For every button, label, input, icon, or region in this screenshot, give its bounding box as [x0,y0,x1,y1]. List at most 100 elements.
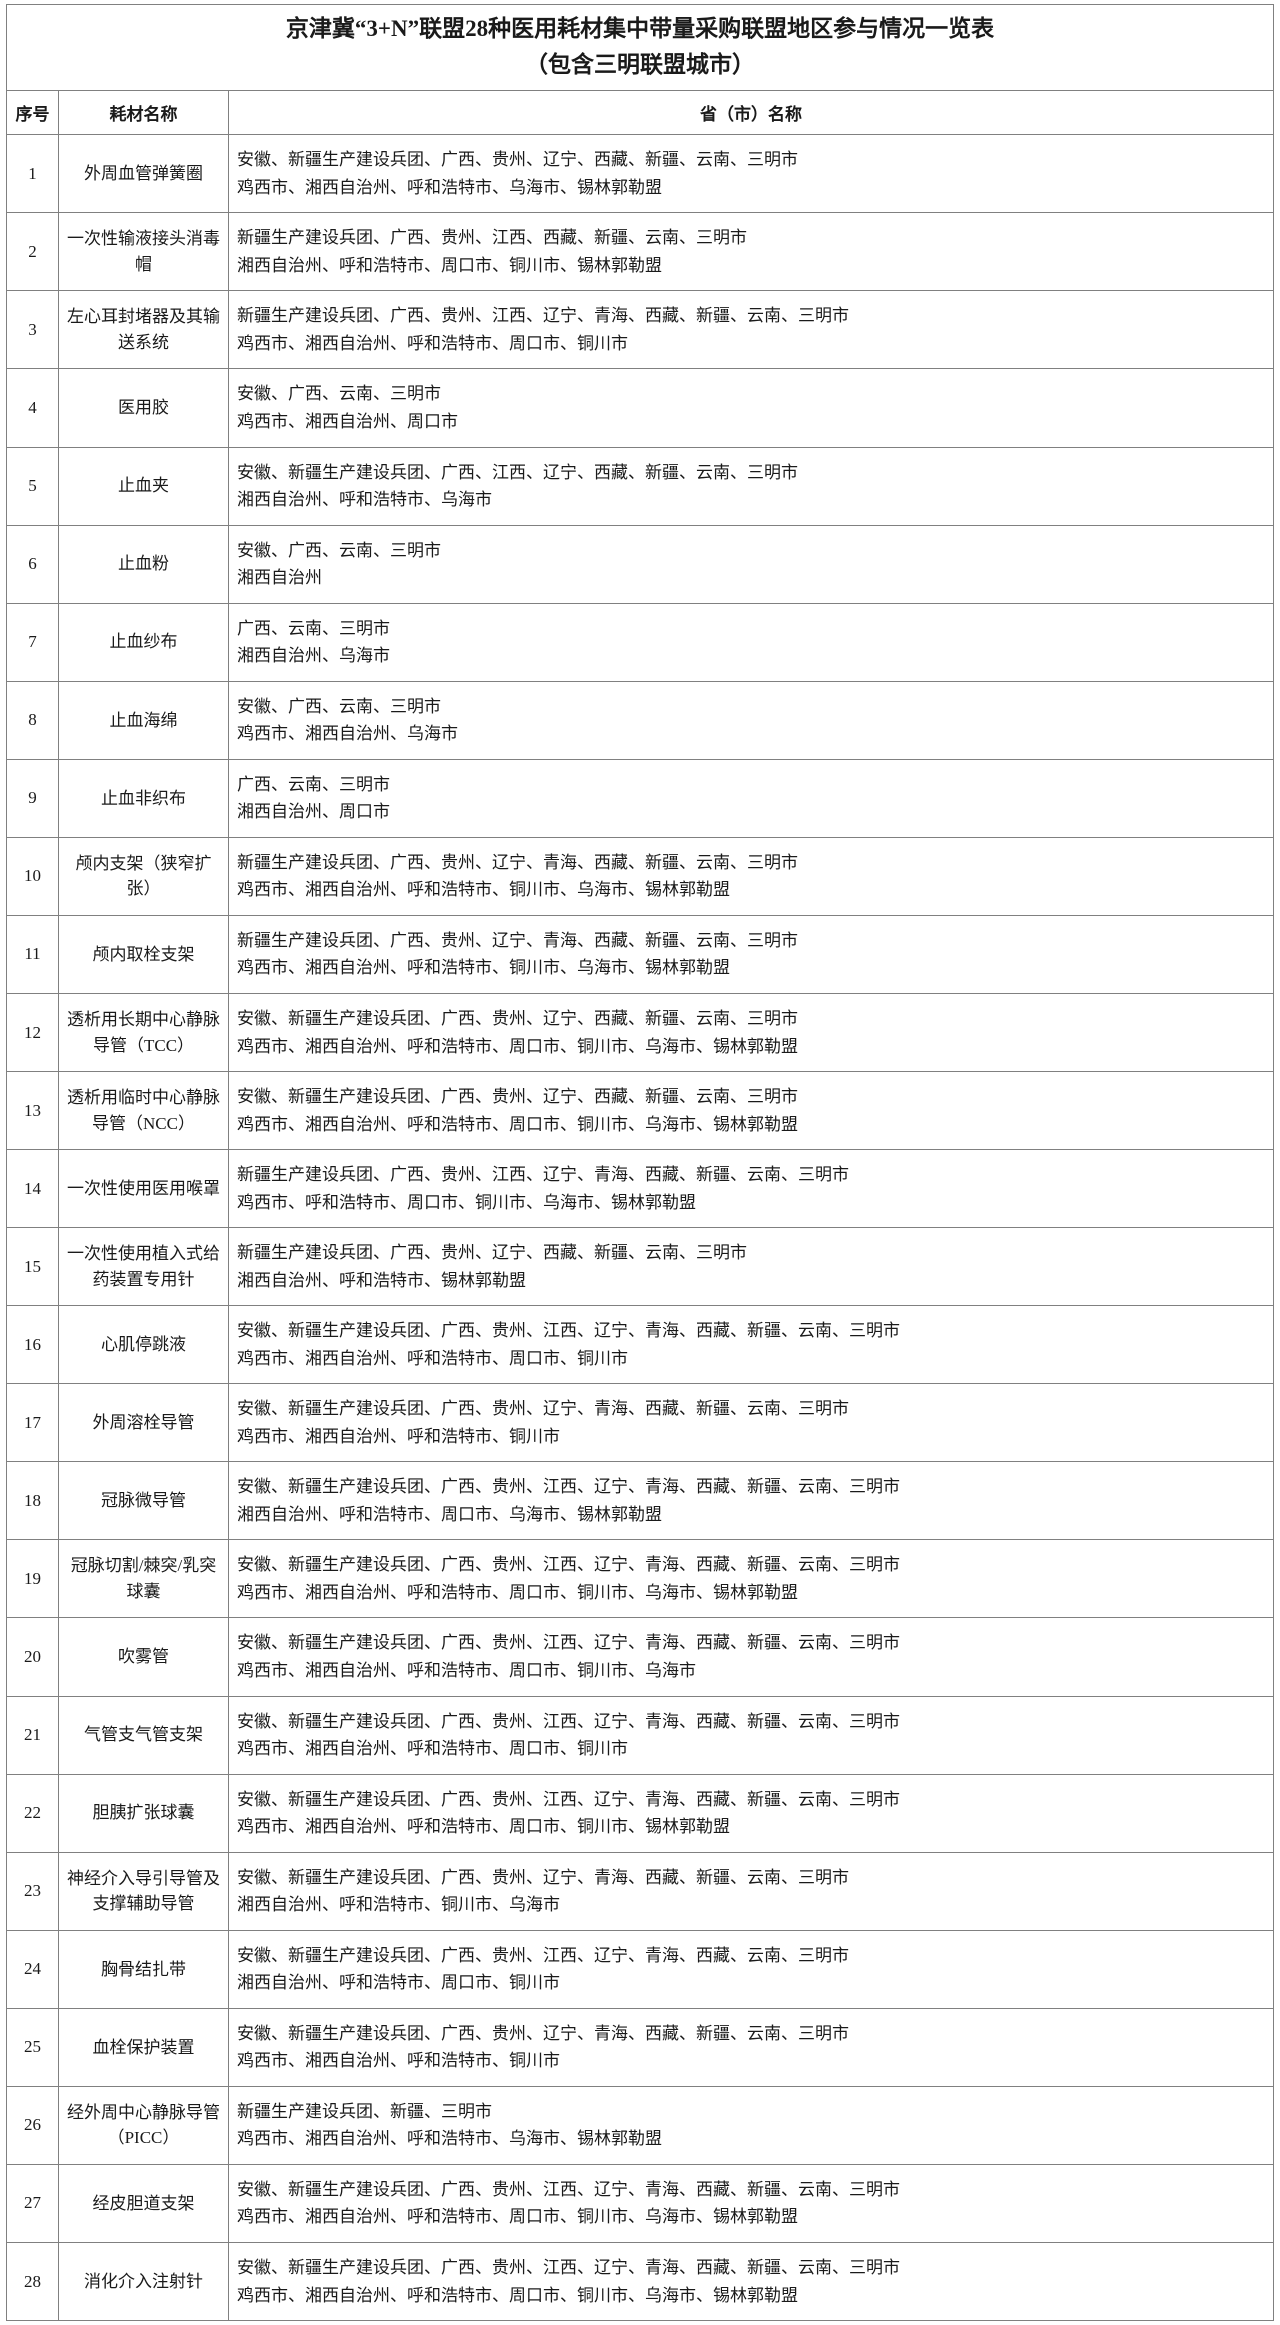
region-names: 新疆生产建设兵团、新疆、三明市鸡西市、湘西自治州、呼和浩特市、乌海市、锡林郭勒盟 [228,2085,1274,2165]
province-list: 安徽、新疆生产建设兵团、广西、贵州、辽宁、青海、西藏、新疆、云南、三明市 [237,2023,849,2043]
region-names: 安徽、新疆生产建设兵团、广西、贵州、辽宁、青海、西藏、新疆、云南、三明市 鸡西市、… [228,2007,1274,2087]
province-list: 新疆生产建设兵团、广西、贵州、辽宁、青海、西藏、新疆、云南、三明市 [237,930,798,950]
region-names: 广西、云南、三明市 湘西自治州、周口市 [228,758,1274,838]
province-list: 安徽、新疆生产建设兵团、广西、贵州、辽宁、西藏、新疆、云南、三明市 [237,150,798,170]
province-list: 新疆生产建设兵团、新疆、三明市 [237,2101,492,2121]
city-list: 湘西自治州、周口市 [237,802,390,822]
consumables-table: 京津冀“3+N”联盟28种医用耗材集中带量采购联盟地区参与情况一览表 （包含三明… [6,3,1274,2322]
province-list: 安徽、新疆生产建设兵团、广西、贵州、江西、辽宁、青海、西藏、新疆、云南、三明市 [237,1633,900,1653]
table-row: 2 一次性输液接头消毒帽 新疆生产建设兵团、广西、贵州、江西、西藏、新疆、云南、三明… [6,212,1274,292]
province-list: 安徽、新疆生产建设兵团、广西、贵州、江西、辽宁、青海、西藏、新疆、云南、三明市 [237,1711,900,1731]
row-number: 13 [6,1071,59,1151]
table-row: 21 气管支气管支架 安徽、新疆生产建设兵团、广西、贵州、江西、辽宁、青海、西藏、新… [6,1695,1274,1775]
table-row: 25 血栓保护装置 安徽、新疆生产建设兵团、广西、贵州、辽宁、青海、西藏、新疆、云南… [6,2007,1274,2087]
row-number: 8 [6,680,59,760]
region-names: 新疆生产建设兵团、广西、贵州、辽宁、青海、西藏、新疆、云南、三明市 鸡西市、湘西自… [228,914,1274,994]
table-row: 23 神经介入导引导管及支撑辅助导管 安徽、新疆生产建设兵团、广西、贵州、辽宁、青海… [6,1851,1274,1931]
table-row: 15 一次性使用植入式给药装置专用针 新疆生产建设兵团、广西、贵州、辽宁、西藏、新疆… [6,1227,1274,1307]
row-number: 17 [6,1383,59,1463]
table-row: 13 透析用临时中心静脉导管（NCC） 安徽、新疆生产建设兵团、广西、贵州、辽宁、西… [6,1071,1274,1151]
city-list: 鸡西市、湘西自治州、呼和浩特市、周口市、铜川市、乌海市、锡林郭勒盟 [237,1114,798,1134]
city-list: 湘西自治州、呼和浩特市、锡林郭勒盟 [237,1270,526,1290]
region-names: 新疆生产建设兵团、广西、贵州、辽宁、青海、西藏、新疆、云南、三明市 鸡西市、湘西自… [228,836,1274,916]
consumable-name: 心肌停跳液 [58,1305,229,1385]
column-header-region: 省（市）名称 [228,90,1274,136]
table-row: 10 颅内支架（狭窄扩张） 新疆生产建设兵团、广西、贵州、辽宁、青海、西藏、新疆、云… [6,836,1274,916]
row-number: 4 [6,368,59,448]
title-row: 京津冀“3+N”联盟28种医用耗材集中带量采购联盟地区参与情况一览表 （包含三明… [6,3,1274,92]
row-number: 25 [6,2007,59,2087]
table-row: 12 透析用长期中心静脉导管（TCC） 安徽、新疆生产建设兵团、广西、贵州、辽宁、西… [6,992,1274,1073]
row-number: 21 [6,1695,59,1775]
province-list: 安徽、新疆生产建设兵团、广西、贵州、江西、辽宁、青海、西藏、新疆、云南、三明市 [237,1321,900,1341]
consumable-name: 颅内支架（狭窄扩张） [58,836,229,916]
city-list: 鸡西市、湘西自治州、呼和浩特市、铜川市 [237,1426,560,1446]
consumable-name: 一次性使用植入式给药装置专用针 [58,1227,229,1307]
city-list: 鸡西市、湘西自治州、呼和浩特市、乌海市、锡林郭勒盟 [237,177,662,197]
consumable-name: 透析用长期中心静脉导管（TCC） [58,992,229,1073]
consumable-name: 胆胰扩张球囊 [58,1773,229,1853]
region-names: 安徽、新疆生产建设兵团、广西、贵州、江西、辽宁、青海、西藏、新疆、云南、三明市湘… [228,1461,1274,1541]
region-names: 安徽、新疆生产建设兵团、广西、贵州、江西、辽宁、青海、西藏、新疆、云南、三明市鸡… [228,2241,1274,2322]
row-number: 18 [6,1461,59,1541]
row-number: 23 [6,1851,59,1931]
province-list: 安徽、新疆生产建设兵团、广西、贵州、江西、辽宁、青海、西藏、云南、三明市 [237,1945,849,1965]
city-list: 鸡西市、湘西自治州、周口市 [237,412,458,431]
table-row: 8 止血海绵 安徽、广西、云南、三明市 鸡西市、湘西自治州、乌海市 [6,680,1274,760]
province-list: 安徽、新疆生产建设兵团、广西、贵州、辽宁、青海、西藏、新疆、云南、三明市 [237,1399,849,1419]
province-list: 新疆生产建设兵团、广西、贵州、辽宁、西藏、新疆、云南、三明市 [237,1243,747,1263]
region-names: 安徽、新疆生产建设兵团、广西、贵州、江西、辽宁、青海、西藏、新疆、云南、三明市鸡… [228,1305,1274,1385]
consumable-name: 止血粉 [58,524,229,604]
region-names: 安徽、新疆生产建设兵团、广西、江西、辽宁、西藏、新疆、云南、三明市 湘西自治州、呼… [228,446,1274,526]
row-number: 3 [6,290,59,370]
consumable-name: 左心耳封堵器及其输送系统 [58,290,229,370]
table-row: 28 消化介入注射针 安徽、新疆生产建设兵团、广西、贵州、江西、辽宁、青海、西藏、新… [6,2241,1274,2322]
table-row: 20 吹雾管 安徽、新疆生产建设兵团、广西、贵州、江西、辽宁、青海、西藏、新疆、云南… [6,1617,1274,1697]
city-list: 鸡西市、湘西自治州、呼和浩特市、周口市、铜川市 [237,1739,628,1759]
consumable-name: 一次性使用医用喉罩 [58,1149,229,1229]
table-row: 18 冠脉微导管 安徽、新疆生产建设兵团、广西、贵州、江西、辽宁、青海、西藏、新疆、… [6,1461,1274,1541]
consumable-name: 经皮胆道支架 [58,2163,229,2243]
page-title-line2: （包含三明联盟城市） [525,51,755,77]
region-names: 新疆生产建设兵团、广西、贵州、江西、辽宁、青海、西藏、新疆、云南、三明市 鸡西市、… [228,290,1274,370]
consumable-name: 止血夹 [58,446,229,526]
province-list: 安徽、新疆生产建设兵团、广西、江西、辽宁、西藏、新疆、云南、三明市 [237,462,798,482]
row-number: 16 [6,1305,59,1385]
row-number: 7 [6,602,59,682]
city-list: 鸡西市、湘西自治州、呼和浩特市、周口市、铜川市、乌海市、锡林郭勒盟 [237,2207,798,2227]
row-number: 1 [6,134,59,214]
row-number: 15 [6,1227,59,1307]
table-body: 1 外周血管弹簧圈 安徽、新疆生产建设兵团、广西、贵州、辽宁、西藏、新疆、云南、三明… [6,134,1274,2322]
row-number: 5 [6,446,59,526]
consumable-name: 止血纱布 [58,602,229,682]
consumable-name: 气管支气管支架 [58,1695,229,1775]
consumable-name: 颅内取栓支架 [58,914,229,994]
table-row: 4 医用胶 安徽、广西、云南、三明市 鸡西市、湘西自治州、周口市 [6,368,1274,448]
province-list: 新疆生产建设兵团、广西、贵州、辽宁、青海、西藏、新疆、云南、三明市 [237,852,798,872]
province-list: 新疆生产建设兵团、广西、贵州、江西、辽宁、青海、西藏、新疆、云南、三明市 [237,1165,849,1185]
consumable-name: 血栓保护装置 [58,2007,229,2087]
row-number: 19 [6,1539,59,1619]
consumable-name: 冠脉微导管 [58,1461,229,1541]
table-row: 27 经皮胆道支架 安徽、新疆生产建设兵团、广西、贵州、江西、辽宁、青海、西藏、新疆… [6,2163,1274,2243]
row-number: 14 [6,1149,59,1229]
page-title: 京津冀“3+N”联盟28种医用耗材集中带量采购联盟地区参与情况一览表 （包含三明… [6,3,1274,92]
province-list: 安徽、新疆生产建设兵团、广西、贵州、辽宁、西藏、新疆、云南、三明市 [237,1008,798,1028]
table-row: 14 一次性使用医用喉罩 新疆生产建设兵团、广西、贵州、江西、辽宁、青海、西藏、新疆… [6,1149,1274,1229]
consumable-name: 消化介入注射针 [58,2241,229,2322]
city-list: 湘西自治州、呼和浩特市、铜川市、乌海市 [237,1895,560,1915]
city-list: 湘西自治州、呼和浩特市、周口市、乌海市、锡林郭勒盟 [237,1504,662,1524]
region-names: 安徽、新疆生产建设兵团、广西、贵州、辽宁、青海、西藏、新疆、云南、三明市 湘西自治… [228,1851,1274,1931]
city-list: 湘西自治州、呼和浩特市、周口市、铜川市、锡林郭勒盟 [237,255,662,275]
region-names: 安徽、广西、云南、三明市 鸡西市、湘西自治州、周口市 [228,368,1274,448]
province-list: 安徽、广西、云南、三明市 [237,540,441,560]
city-list: 湘西自治州、呼和浩特市、周口市、铜川市 [237,1973,560,1993]
city-list: 鸡西市、湘西自治州、呼和浩特市、周口市、铜川市、乌海市、锡林郭勒盟 [237,2285,798,2305]
city-list: 鸡西市、湘西自治州、呼和浩特市、乌海市、锡林郭勒盟 [237,2129,662,2149]
province-list: 安徽、广西、云南、三明市 [237,384,441,404]
table-row: 1 外周血管弹簧圈 安徽、新疆生产建设兵团、广西、贵州、辽宁、西藏、新疆、云南、三明… [6,134,1274,214]
province-list: 安徽、新疆生产建设兵团、广西、贵州、辽宁、西藏、新疆、云南、三明市 [237,1087,798,1107]
province-list: 广西、云南、三明市 [237,618,390,638]
city-list: 鸡西市、湘西自治州、乌海市 [237,724,458,744]
